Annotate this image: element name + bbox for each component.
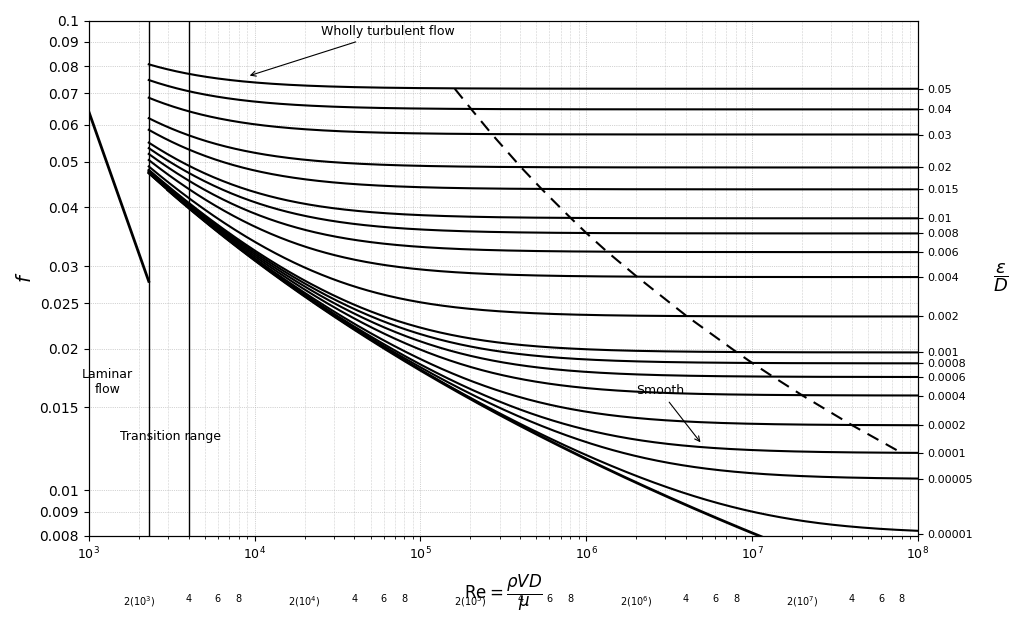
Text: 4: 4 [683, 594, 689, 604]
Text: 4: 4 [185, 594, 191, 604]
Text: 8: 8 [236, 594, 242, 604]
Text: 6: 6 [381, 594, 387, 604]
Text: Laminar
flow: Laminar flow [82, 368, 133, 396]
Text: Smooth: Smooth [636, 384, 699, 442]
Text: 6: 6 [547, 594, 553, 604]
Y-axis label: f: f [15, 274, 34, 281]
Text: 6: 6 [215, 594, 221, 604]
Text: 8: 8 [899, 594, 905, 604]
Text: 6: 6 [879, 594, 884, 604]
Y-axis label: $\dfrac{\varepsilon}{D}$: $\dfrac{\varepsilon}{D}$ [993, 262, 1009, 294]
Text: 2(10$^4$): 2(10$^4$) [289, 594, 321, 609]
Text: 8: 8 [567, 594, 573, 604]
X-axis label: $\mathrm{Re} = \dfrac{\rho V D}{\mu}$: $\mathrm{Re} = \dfrac{\rho V D}{\mu}$ [464, 573, 543, 613]
Text: Wholly turbulent flow: Wholly turbulent flow [251, 25, 455, 76]
Text: 8: 8 [733, 594, 739, 604]
Text: 4: 4 [517, 594, 523, 604]
Text: 2(10$^5$): 2(10$^5$) [455, 594, 486, 609]
Text: 4: 4 [351, 594, 357, 604]
Text: Transition range: Transition range [120, 430, 221, 443]
Text: 2(10$^6$): 2(10$^6$) [621, 594, 652, 609]
Text: 2(10$^7$): 2(10$^7$) [786, 594, 818, 609]
Text: 2(10$^3$): 2(10$^3$) [123, 594, 155, 609]
Text: 6: 6 [713, 594, 719, 604]
Text: 8: 8 [401, 594, 408, 604]
Text: 4: 4 [849, 594, 855, 604]
